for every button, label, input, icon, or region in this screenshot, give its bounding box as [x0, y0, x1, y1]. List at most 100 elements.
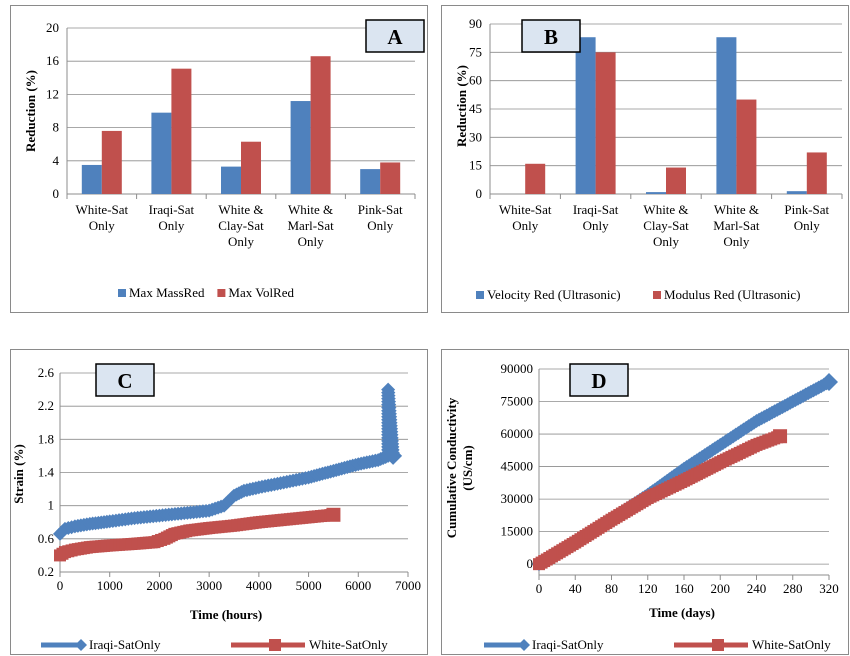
legend-marker	[75, 639, 87, 651]
y-tick-label: 30000	[501, 491, 534, 506]
x-axis-label: Time (days)	[649, 605, 715, 620]
legend-label: White-SatOnly	[309, 637, 388, 652]
y-tick-label: 12	[46, 86, 59, 101]
x-tick-label: 7000	[395, 578, 421, 593]
y-axis-label: Reduction (%)	[454, 65, 469, 147]
y-tick-label: 1.8	[38, 431, 54, 446]
x-axis-label: Time (hours)	[190, 607, 262, 622]
y-tick-label: 0.2	[38, 564, 54, 579]
category-label: White & Clay-Sat Only	[218, 202, 264, 249]
data-point	[326, 507, 341, 522]
category-label: White & Marl-Sat Only	[713, 202, 760, 249]
x-tick-label: 4000	[246, 578, 272, 593]
category-label: White & Marl-Sat Only	[287, 202, 334, 249]
y-axis-label: Strain (%)	[11, 444, 26, 504]
category-label: Iraqi-Sat Only	[573, 202, 619, 233]
chart-c: 0.2 0.6 1 1.4 1.8 2.2 2.6 0 1000 2000 3000 4000 5000…	[11, 363, 421, 652]
legend-label: Max MassRed	[129, 285, 205, 300]
bar	[81, 164, 102, 194]
panel-a: 0 4 8 12 16 20 White-Sat Only Iraqi-Sat Only White…	[10, 5, 428, 313]
bar	[595, 52, 616, 195]
category-label: Iraqi-Sat Only	[149, 202, 195, 233]
y-tick-label: 45000	[501, 459, 534, 474]
y-tick-label: 1.4	[38, 465, 55, 480]
x-tick-label: 1000	[97, 578, 123, 593]
y-tick-label: 15000	[501, 524, 534, 539]
panel-label: D	[591, 369, 606, 393]
legend-label: Iraqi-SatOnly	[89, 637, 161, 652]
y-tick-label: 75	[469, 44, 482, 59]
y-tick-label: 90	[469, 16, 482, 31]
legend-swatch	[476, 291, 484, 299]
legend-marker	[269, 639, 281, 651]
series-line	[58, 389, 395, 535]
x-tick-label: 320	[819, 581, 839, 596]
y-axis-label: Reduction (%)	[23, 70, 38, 152]
panel-b: 0 15 30 45 60 75 90 White-Sat Only Iraqi-Sat Only W…	[441, 5, 849, 313]
legend-label: White-SatOnly	[752, 637, 831, 652]
legend-label: Max VolRed	[228, 285, 294, 300]
y-tick-label: 0	[53, 186, 60, 201]
y-tick-label: 15	[469, 158, 482, 173]
x-tick-label: 0	[536, 581, 543, 596]
bar	[786, 191, 807, 194]
y-tick-label: 16	[46, 53, 60, 68]
x-tick-label: 200	[711, 581, 731, 596]
x-tick-label: 3000	[196, 578, 222, 593]
bar	[646, 192, 666, 194]
panel-label-box	[95, 363, 155, 397]
x-tick-label: 2000	[146, 578, 172, 593]
bar	[171, 68, 192, 194]
category-label: White-Sat Only	[75, 202, 128, 233]
x-tick-label: 80	[605, 581, 618, 596]
legend-label: Modulus Red (Ultrasonic)	[664, 287, 800, 302]
panel-label-box	[521, 19, 581, 53]
x-tick-label: 160	[674, 581, 694, 596]
bar	[525, 163, 546, 194]
bar	[221, 166, 241, 194]
y-tick-label: 20	[46, 20, 59, 35]
y-tick-label: 0.6	[38, 531, 55, 546]
y-tick-label: 2.2	[38, 398, 54, 413]
bar	[380, 162, 401, 194]
category-label: Pink-Sat Only	[784, 202, 829, 233]
chart-a: 0 4 8 12 16 20 White-Sat Only Iraqi-Sat Only White…	[23, 19, 425, 300]
y-tick-label: 60	[469, 73, 482, 88]
panel-label: B	[544, 25, 558, 49]
data-point	[773, 429, 788, 444]
legend-swatch	[118, 289, 126, 297]
legend-label: Iraqi-SatOnly	[532, 637, 604, 652]
bar	[151, 112, 172, 194]
panel-label: A	[387, 25, 403, 49]
panel-d: 0 15000 30000 45000 60000 75000 90000 0 40 80 120 1…	[441, 349, 849, 655]
category-label: White-Sat Only	[499, 202, 552, 233]
legend-marker	[712, 639, 724, 651]
bar	[101, 130, 122, 194]
panel-label-box	[569, 363, 629, 397]
bar	[241, 141, 261, 194]
y-tick-label: 30	[469, 129, 482, 144]
bar	[575, 37, 596, 194]
x-tick-label: 0	[57, 578, 64, 593]
bar	[716, 37, 737, 194]
legend-swatch	[217, 289, 226, 297]
y-tick-label: 90000	[501, 361, 534, 376]
category-label: Pink-Sat Only	[358, 202, 403, 233]
y-tick-label: 0	[476, 186, 483, 201]
panel-c: 0.2 0.6 1 1.4 1.8 2.2 2.6 0 1000 2000 3000 4000 5000…	[10, 349, 428, 655]
panel-label: C	[117, 369, 132, 393]
bar	[806, 152, 827, 194]
chart-b: 0 15 30 45 60 75 90 White-Sat Only Iraqi-Sat Only W…	[454, 16, 843, 302]
y-tick-label: 8	[53, 120, 60, 135]
x-tick-label: 40	[569, 581, 582, 596]
x-tick-label: 6000	[345, 578, 371, 593]
bar	[360, 169, 381, 194]
x-tick-label: 5000	[296, 578, 322, 593]
y-tick-label: 45	[469, 101, 482, 116]
y-tick-label: 75000	[501, 394, 534, 409]
legend-swatch	[653, 291, 661, 299]
category-label: White & Clay-Sat Only	[643, 202, 689, 249]
data-point	[820, 373, 838, 392]
y-tick-label: 2.6	[38, 365, 55, 380]
panel-label-box	[365, 19, 425, 53]
